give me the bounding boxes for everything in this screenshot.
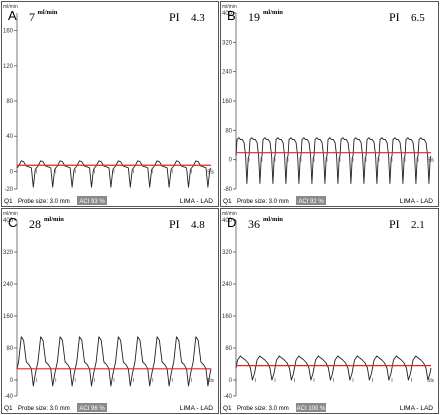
probe-size-label: Probe size: 3.0 mm (237, 406, 289, 412)
channel-label: Q1 (4, 198, 13, 205)
y-tick-label: 400 (222, 11, 233, 17)
flow-unit: ml/min (263, 9, 283, 16)
pi-label: PI (169, 217, 180, 231)
flow-value: 7 (29, 10, 35, 24)
y-tick-label: 0 (10, 378, 14, 384)
pi-label: PI (389, 10, 400, 24)
pi-value: 6.5 (411, 12, 425, 24)
y-tick-label: -40 (4, 394, 13, 400)
y-unit-label: ml/min (222, 4, 237, 10)
x-end-label: 5 s (427, 378, 434, 384)
acu-badge (77, 196, 107, 205)
panel-letter: C (8, 215, 17, 230)
y-tick-label: 160 (222, 99, 233, 105)
channel-label: Q1 (4, 405, 13, 412)
probe-size-label: Probe size: 3.0 mm (237, 199, 289, 205)
x-end-label: 5 s (207, 378, 214, 384)
y-tick-label: 80 (225, 346, 232, 352)
y-tick-label: -20 (4, 187, 13, 193)
flow-value: 19 (248, 10, 260, 24)
y-tick-label: 320 (222, 40, 233, 46)
panel-letter: D (227, 215, 236, 230)
flow-unit: ml/min (38, 9, 58, 16)
y-tick-label: 160 (3, 314, 14, 320)
y-tick-label: 160 (3, 29, 14, 35)
flow-trace (235, 355, 432, 381)
y-tick-label: 400 (3, 218, 14, 224)
channel-label: Q1 (223, 198, 232, 205)
y-unit-label: ml/min (3, 211, 18, 217)
y-tick-label: 240 (222, 282, 233, 288)
y-tick-label: 320 (222, 250, 233, 256)
panel-letter: B (227, 8, 236, 23)
flow-trace (16, 160, 212, 188)
x-end-label: 5 s (207, 169, 214, 175)
y-tick-label: 80 (6, 346, 13, 352)
y-tick-label: -80 (223, 187, 232, 193)
x-end-label: 5 s (427, 158, 434, 164)
pi-label: PI (389, 217, 400, 231)
y-tick-label: 0 (229, 158, 233, 164)
y-tick-label: 400 (222, 218, 233, 224)
acu-label: ACI 93 % (79, 199, 105, 205)
flow-value: 36 (248, 217, 260, 231)
flow-unit: ml/min (263, 216, 283, 223)
y-tick-label: 240 (222, 70, 233, 76)
y-tick-label: 80 (6, 99, 13, 105)
y-unit-label: ml/min (3, 4, 18, 10)
y-tick-label: 0 (10, 169, 14, 175)
panel-frame (220, 1, 439, 207)
acu-badge (296, 196, 326, 205)
y-tick-label: 0 (229, 378, 233, 384)
y-tick-label: 240 (3, 282, 14, 288)
probe-size-label: Probe size: 3.0 mm (18, 199, 70, 205)
pi-value: 4.3 (191, 12, 205, 24)
flow-value: 28 (29, 217, 41, 231)
panel-frame (1, 1, 219, 207)
vessel-label: LIMA - LAD (400, 405, 434, 412)
panel-frame (1, 208, 219, 414)
vessel-label: LIMA - LAD (180, 198, 214, 205)
acu-label: ACI 100 % (297, 406, 326, 412)
y-tick-label: 40 (6, 134, 13, 140)
flow-trace (235, 137, 432, 184)
acu-badge (296, 403, 326, 412)
panel-frame (220, 208, 439, 414)
panel-letter: A (8, 8, 17, 23)
channel-label: Q1 (223, 405, 232, 412)
y-tick-label: -40 (223, 394, 232, 400)
vessel-label: LIMA - LAD (400, 198, 434, 205)
acu-label: ACI 96 % (79, 406, 105, 412)
acu-badge (77, 403, 107, 412)
pi-value: 2.1 (411, 219, 425, 231)
y-tick-label: 120 (3, 64, 14, 70)
y-tick-label: 160 (222, 314, 233, 320)
pi-value: 4.8 (191, 219, 205, 231)
vessel-label: LIMA - LAD (180, 405, 214, 412)
acu-label: ACI 92 % (298, 199, 324, 205)
flow-unit: ml/min (44, 216, 64, 223)
y-tick-label: 80 (225, 128, 232, 134)
y-tick-label: 320 (3, 250, 14, 256)
probe-size-label: Probe size: 3.0 mm (18, 406, 70, 412)
pi-label: PI (169, 10, 180, 24)
y-unit-label: ml/min (222, 211, 237, 217)
